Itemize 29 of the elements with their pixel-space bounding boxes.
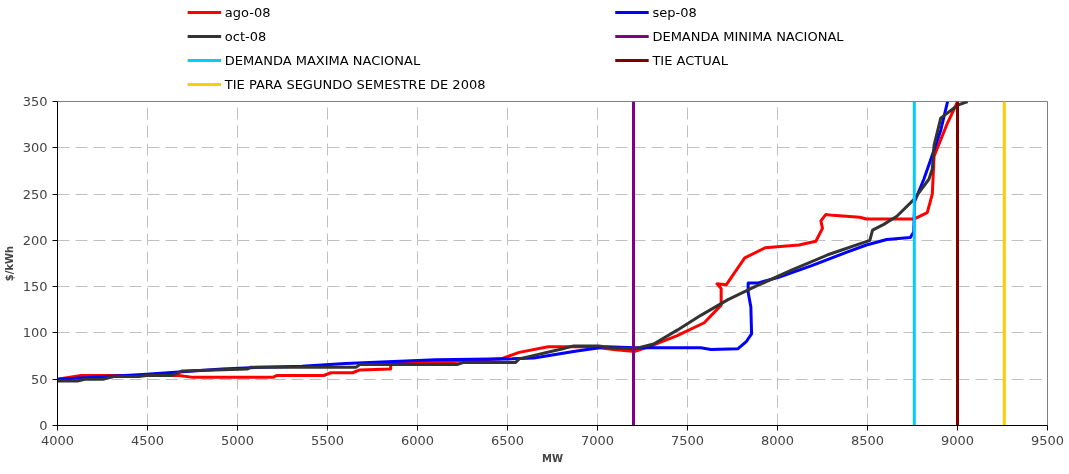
x-tick-label: 9500 — [1030, 432, 1065, 448]
y-tick-label: 250 — [22, 186, 48, 202]
x-tick-label: 5000 — [220, 432, 255, 448]
x-tick-label: 4500 — [130, 432, 165, 448]
y-tick-label: 100 — [22, 325, 48, 341]
legend-label: TIE PARA SEGUNDO SEMESTRE DE 2008 — [223, 77, 486, 92]
y-tick-label: 0 — [39, 418, 48, 433]
x-tick-label: 6500 — [490, 432, 525, 448]
y-tick-label: 50 — [30, 371, 48, 387]
x-axis-title: MW — [542, 452, 563, 464]
legend-label: oct-08 — [224, 29, 267, 44]
y-tick-label: 200 — [22, 232, 48, 248]
x-tick-label: 7000 — [580, 432, 615, 448]
y-tick-label: 350 — [22, 94, 48, 109]
x-tick-label: 9000 — [940, 432, 975, 448]
y-tick-label: 150 — [22, 279, 48, 295]
y-axis-title: $/kWh — [3, 245, 15, 282]
legend-label: TIE ACTUAL — [651, 53, 729, 68]
legend-label: sep-08 — [652, 5, 697, 20]
y-tick-label: 300 — [22, 140, 48, 156]
x-tick-label: 5500 — [310, 432, 345, 448]
x-tick-label: 7500 — [670, 432, 705, 448]
legend-label: DEMANDA MAXIMA NACIONAL — [224, 53, 421, 68]
legend-label: DEMANDA MINIMA NACIONAL — [652, 29, 845, 44]
x-tick-label: 8000 — [760, 432, 795, 448]
legend-label: ago-08 — [224, 5, 271, 20]
x-tick-label: 4000 — [40, 432, 75, 448]
x-tick-label: 6000 — [400, 432, 435, 448]
x-tick-label: 8500 — [850, 432, 885, 448]
